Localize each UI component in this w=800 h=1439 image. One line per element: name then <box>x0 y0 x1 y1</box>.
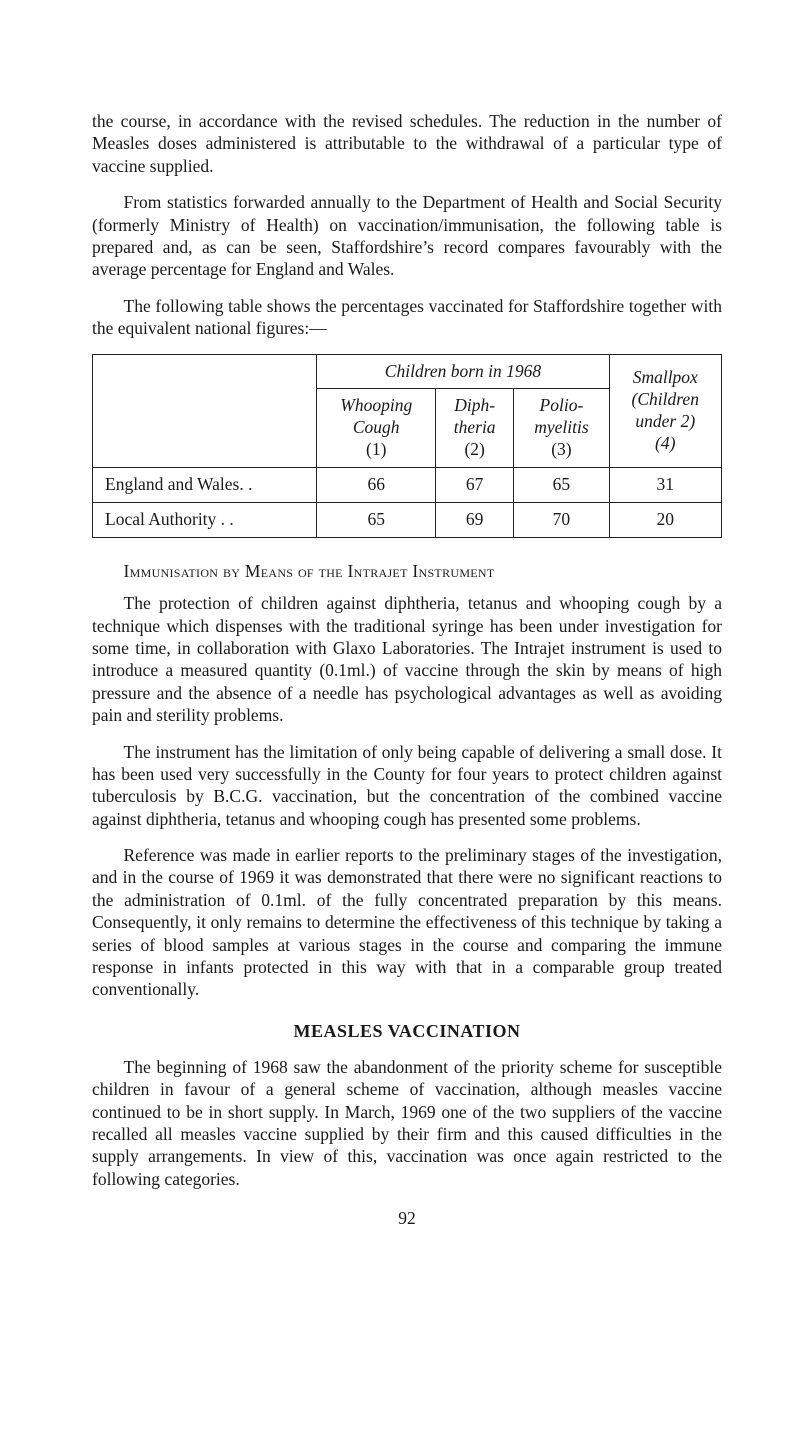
table-row-label: Local Authority . . <box>93 502 317 537</box>
paragraph-5: The instrument has the limitation of onl… <box>92 741 722 831</box>
paragraph-7: The beginning of 1968 saw the abandonmen… <box>92 1056 722 1190</box>
table-col-whooping: WhoopingCough(1) <box>317 389 436 468</box>
subheading-intrajet: Immunisation by Means of the Intrajet In… <box>92 560 722 582</box>
page-number: 92 <box>92 1208 722 1229</box>
table-row-label: England and Wales. . <box>93 468 317 503</box>
table-col-smallpox: Smallpox(Childrenunder 2)(4) <box>609 354 721 468</box>
table-col-diphtheria: Diph-theria(2) <box>435 389 513 468</box>
table-col-polio: Polio-myelitis(3) <box>514 389 609 468</box>
paragraph-3: The following table shows the percentage… <box>92 295 722 340</box>
table-cell: 65 <box>317 502 436 537</box>
paragraph-6: Reference was made in earlier reports to… <box>92 844 722 1001</box>
table-cell: 20 <box>609 502 721 537</box>
table-header-row-1: Children born in 1968 Smallpox(Childrenu… <box>93 354 722 389</box>
table-row: England and Wales. . 66 67 65 31 <box>93 468 722 503</box>
table-corner-cell <box>93 354 317 468</box>
table-cell: 67 <box>435 468 513 503</box>
table-row: Local Authority . . 65 69 70 20 <box>93 502 722 537</box>
table-cell: 66 <box>317 468 436 503</box>
table-group-header: Children born in 1968 <box>317 354 609 389</box>
paragraph-2: From statistics forwarded annually to th… <box>92 191 722 281</box>
table-cell: 70 <box>514 502 609 537</box>
document-page: the course, in accordance with the revis… <box>0 0 800 1269</box>
section-title-measles: MEASLES VACCINATION <box>92 1021 722 1042</box>
paragraph-1: the course, in accordance with the revis… <box>92 110 722 177</box>
paragraph-4: The protection of children against dipht… <box>92 592 722 726</box>
table-cell: 65 <box>514 468 609 503</box>
table-cell: 69 <box>435 502 513 537</box>
table-cell: 31 <box>609 468 721 503</box>
vaccination-table: Children born in 1968 Smallpox(Childrenu… <box>92 354 722 538</box>
